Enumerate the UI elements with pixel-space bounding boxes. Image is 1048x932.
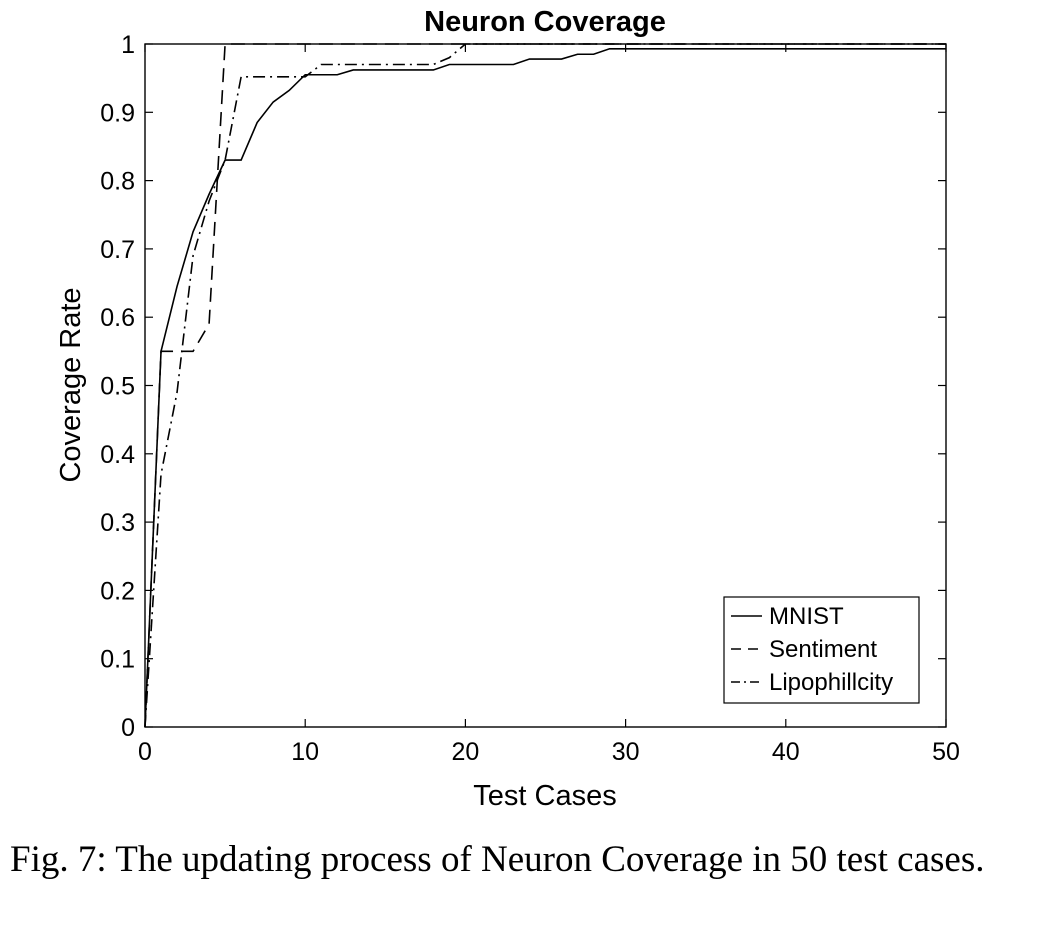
y-tick-label: 0.7 [100,236,135,264]
y-tick-label: 0.4 [100,441,135,469]
figure-caption: Fig. 7: The updating process of Neuron C… [10,839,985,880]
y-tick-label: 0.5 [100,373,135,401]
x-tick-label: 50 [932,738,960,766]
legend-label: Lipophillcity [769,669,893,696]
x-tick-label: 0 [138,738,152,766]
x-tick-label: 30 [612,738,640,766]
y-tick-label: 0.3 [100,509,135,537]
y-tick-label: 0 [121,714,135,742]
y-axis-label: Coverage Rate [55,287,87,482]
y-tick-label: 0.2 [100,577,135,605]
legend-box [723,596,920,704]
series-line-mnist [144,47,946,728]
x-axis-label: Test Cases [473,780,616,812]
legend: MNIST Sentiment Lipophillcity [723,596,920,704]
y-tick-label: 0.8 [100,168,135,196]
y-tick-label: 0.1 [100,646,135,674]
tick-labels: 0 10 20 30 40 50 0 0.1 0.2 0.3 0.4 0.5 0.6 0.7 0.8 0.9 1 [100,31,960,766]
legend-label: Sentiment [769,636,877,663]
y-tick-label: 0.6 [100,304,135,332]
neuron-coverage-chart: Neuron Coverage 0 10 20 30 40 50 0 0.1 0.2 0.3 0.4… [55,6,960,812]
x-tick-label: 40 [772,738,800,766]
y-tick-label: 1 [121,31,135,59]
x-tick-label: 10 [291,738,319,766]
chart-title: Neuron Coverage [424,6,666,38]
plot-area-frame [144,43,947,728]
legend-label: MNIST [769,603,844,630]
y-tick-label: 0.9 [100,99,135,127]
x-tick-label: 20 [451,738,479,766]
